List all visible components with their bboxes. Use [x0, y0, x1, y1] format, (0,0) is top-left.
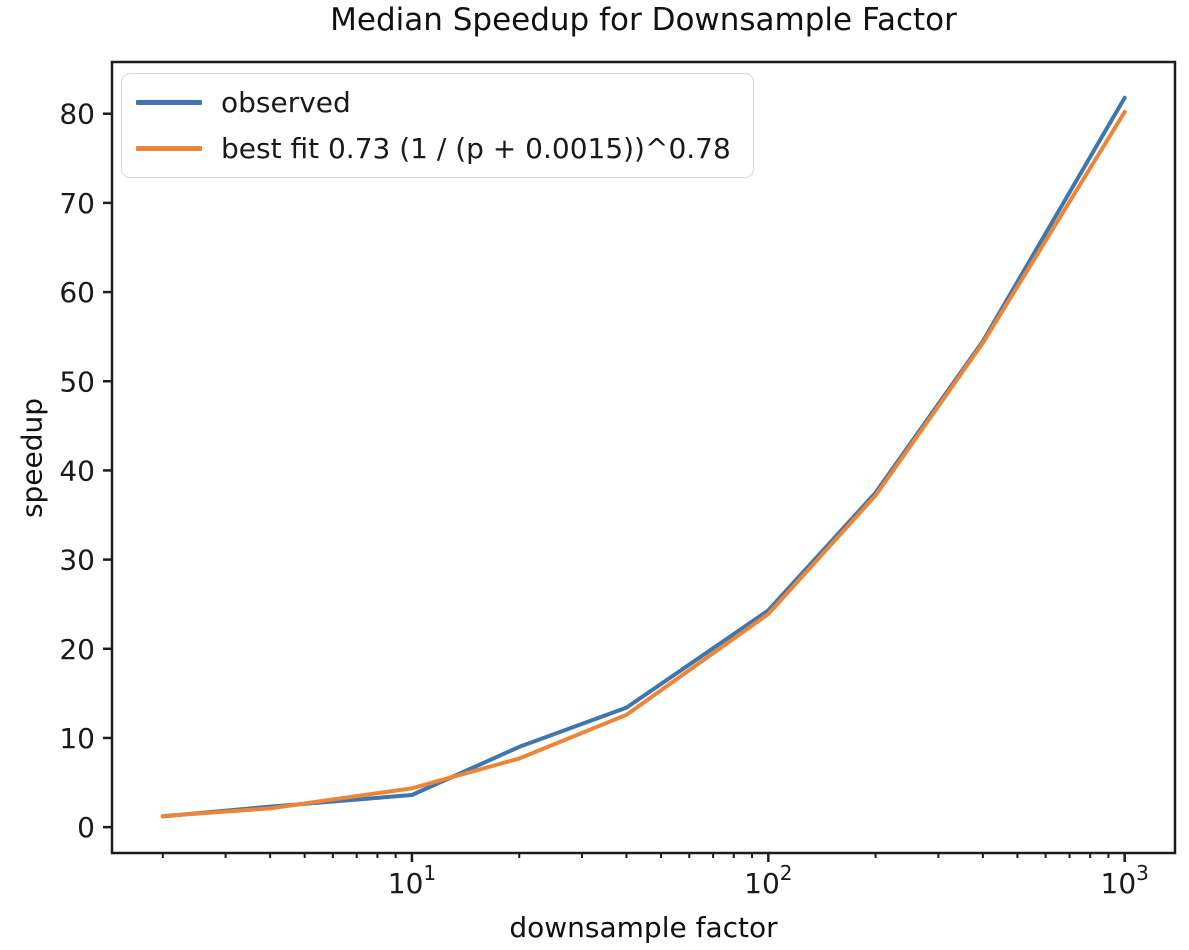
- plot-border: [110, 60, 1177, 855]
- y-tick-label: 30: [59, 544, 95, 577]
- x-tick-label: 101: [388, 861, 436, 900]
- y-tick-label: 60: [59, 276, 95, 309]
- chart-title: Median Speedup for Downsample Factor: [330, 2, 957, 38]
- y-tick-label: 0: [77, 811, 95, 844]
- legend-entry-best-fit: best fit 0.73 (1 / (p + 0.0015))^0.78: [136, 130, 731, 167]
- y-tick-label: 50: [59, 365, 95, 398]
- series-line-observed: [160, 95, 1127, 819]
- y-axis-label: speedup: [15, 397, 49, 519]
- legend-line-swatch-best-fit: [136, 146, 202, 151]
- legend: observed best fit 0.73 (1 / (p + 0.0015)…: [121, 73, 754, 178]
- y-tick-label: 70: [59, 187, 95, 220]
- x-axis-label: downsample factor: [509, 911, 778, 944]
- x-tick-label: 103: [1101, 861, 1149, 900]
- x-tick-label: 102: [744, 861, 792, 900]
- legend-line-swatch-observed: [136, 100, 202, 105]
- legend-label-best-fit: best fit 0.73 (1 / (p + 0.0015))^0.78: [221, 132, 731, 165]
- y-tick-label: 20: [59, 633, 95, 666]
- y-tick-label: 40: [59, 454, 95, 487]
- y-tick-label: 10: [59, 722, 95, 755]
- series-line-best-fit: [160, 109, 1127, 818]
- legend-label-observed: observed: [221, 86, 351, 119]
- legend-entry-observed: observed: [136, 84, 731, 121]
- y-tick-label: 80: [59, 98, 95, 131]
